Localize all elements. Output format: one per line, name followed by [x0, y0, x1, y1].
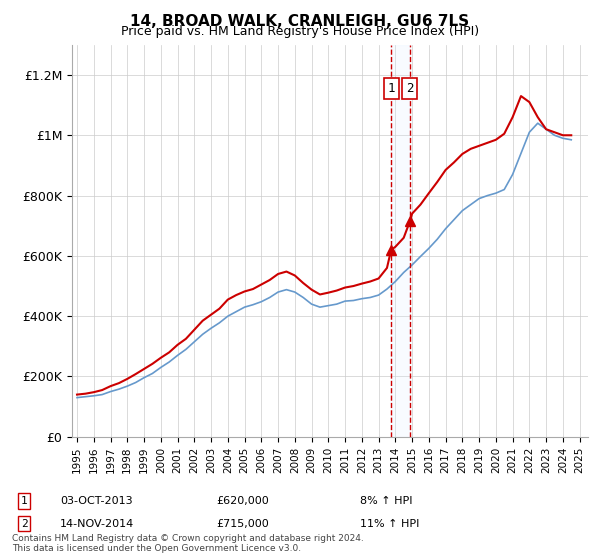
Text: 11% ↑ HPI: 11% ↑ HPI	[360, 519, 419, 529]
Text: 14-NOV-2014: 14-NOV-2014	[60, 519, 134, 529]
Text: 1: 1	[20, 496, 28, 506]
Text: 2: 2	[406, 82, 413, 95]
Text: Contains HM Land Registry data © Crown copyright and database right 2024.
This d: Contains HM Land Registry data © Crown c…	[12, 534, 364, 553]
Text: £620,000: £620,000	[216, 496, 269, 506]
Bar	[391, 45, 410, 437]
Text: 03-OCT-2013: 03-OCT-2013	[60, 496, 133, 506]
Text: Price paid vs. HM Land Registry's House Price Index (HPI): Price paid vs. HM Land Registry's House …	[121, 25, 479, 38]
Text: 1: 1	[388, 82, 395, 95]
Text: 2: 2	[20, 519, 28, 529]
Text: £715,000: £715,000	[216, 519, 269, 529]
Text: 8% ↑ HPI: 8% ↑ HPI	[360, 496, 413, 506]
Text: 14, BROAD WALK, CRANLEIGH, GU6 7LS: 14, BROAD WALK, CRANLEIGH, GU6 7LS	[130, 14, 470, 29]
